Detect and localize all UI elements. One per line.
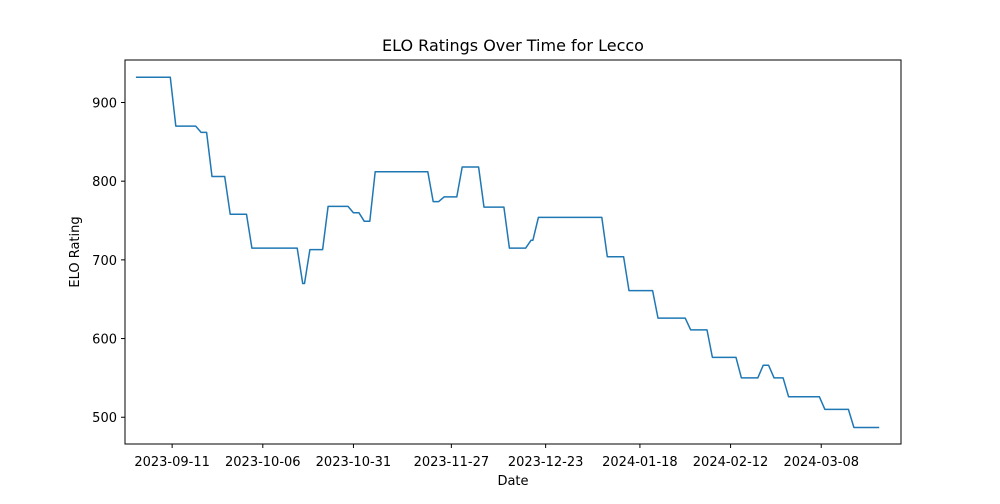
y-axis-ticks: 500 600 700 800 900 [92, 96, 125, 426]
plot-frame [124, 59, 902, 445]
y-tick-label: 700 [92, 254, 117, 269]
elo-series-line [135, 76, 880, 429]
x-tick-label: 2024-02-12 [693, 455, 769, 470]
x-tick-label: 2023-11-27 [414, 455, 490, 470]
x-tick-label: 2023-10-31 [316, 455, 392, 470]
y-axis-label: ELO Rating [68, 216, 83, 287]
y-tick-label: 600 [92, 333, 117, 348]
x-tick-label: 2023-12-23 [508, 455, 584, 470]
y-tick-label: 500 [92, 411, 117, 426]
chart-title: ELO Ratings Over Time for Lecco [382, 36, 644, 55]
x-axis-ticks: 2023-09-11 2023-10-06 2023-10-31 2023-11-27… [134, 444, 859, 470]
x-tick-label: 2023-09-11 [134, 455, 210, 470]
x-axis-label: Date [497, 474, 528, 489]
x-tick-label: 2024-01-18 [602, 455, 678, 470]
y-tick-label: 800 [92, 175, 117, 190]
x-tick-label: 2023-10-06 [225, 455, 301, 470]
x-tick-label: 2024-03-08 [783, 455, 859, 470]
y-tick-label: 900 [92, 96, 117, 111]
